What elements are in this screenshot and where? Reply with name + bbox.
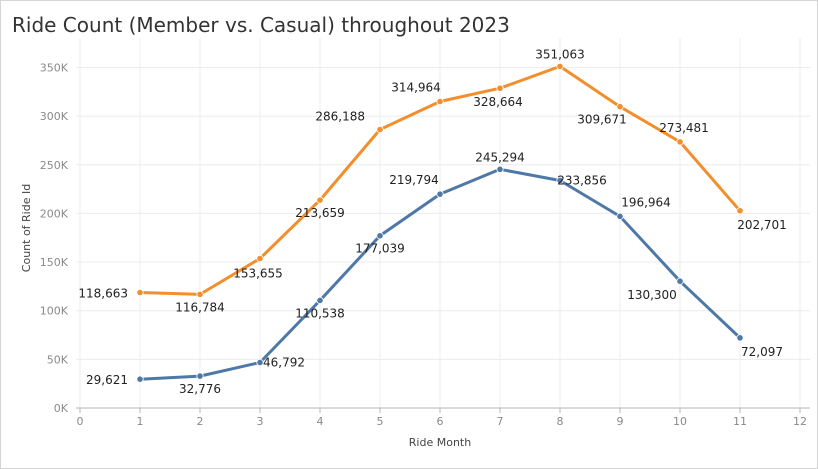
data-point xyxy=(676,277,684,285)
data-labels: 118,663 116,784 153,655 213,659 286,188 314,9… xyxy=(78,47,786,396)
data-label: 118,663 xyxy=(78,287,128,301)
y-tick-label: 0K xyxy=(54,402,69,415)
x-tick-label: 0 xyxy=(77,415,84,428)
y-tick-label: 200K xyxy=(40,207,69,220)
y-tick-label: 300K xyxy=(40,110,69,123)
data-label: 130,300 xyxy=(627,288,677,302)
x-axis-ticks: 0 1 2 3 4 5 6 7 8 9 10 11 12 xyxy=(76,407,810,428)
data-label: 213,659 xyxy=(295,206,345,220)
y-tick-label: 350K xyxy=(40,61,69,74)
data-point xyxy=(316,296,324,305)
data-label: 110,538 xyxy=(295,306,345,320)
x-tick-label: 9 xyxy=(617,415,624,428)
data-label: 273,481 xyxy=(659,121,709,135)
y-tick-label: 250K xyxy=(40,159,69,172)
data-point xyxy=(376,232,384,240)
y-axis-ticks: 0K 50K 100K 150K 200K 250K 300K 350K xyxy=(40,61,69,415)
data-point xyxy=(196,290,204,298)
data-label: 72,097 xyxy=(741,345,783,359)
data-point xyxy=(256,358,264,367)
y-tick-label: 150K xyxy=(40,256,69,269)
data-point xyxy=(436,190,444,198)
y-tick-label: 50K xyxy=(47,353,69,366)
data-point xyxy=(616,212,624,220)
chart-title: Ride Count (Member vs. Casual) throughou… xyxy=(12,13,510,37)
data-label: 32,776 xyxy=(179,382,221,396)
x-tick-label: 6 xyxy=(437,415,444,428)
x-tick-label: 12 xyxy=(793,415,807,428)
data-label: 202,701 xyxy=(737,218,787,232)
data-label: 177,039 xyxy=(355,242,405,256)
data-label: 233,856 xyxy=(557,173,607,187)
data-label: 46,792 xyxy=(263,355,305,369)
data-point xyxy=(496,84,504,92)
data-point xyxy=(316,196,324,204)
data-point xyxy=(136,375,144,383)
data-label: 29,621 xyxy=(86,373,128,387)
data-label: 309,671 xyxy=(577,113,627,127)
data-point xyxy=(616,103,624,111)
data-point xyxy=(676,138,684,146)
x-tick-label: 3 xyxy=(257,415,264,428)
series-lines xyxy=(136,62,744,383)
x-tick-label: 5 xyxy=(377,415,384,428)
data-label: 328,664 xyxy=(473,95,523,109)
data-label: 351,063 xyxy=(535,47,585,61)
x-tick-label: 8 xyxy=(557,415,564,428)
x-tick-label: 7 xyxy=(497,415,504,428)
x-tick-label: 10 xyxy=(673,415,687,428)
x-axis-label: Ride Month xyxy=(409,436,471,449)
y-axis-label: Count of Ride Id xyxy=(20,184,33,272)
data-point xyxy=(736,334,744,342)
data-point xyxy=(196,372,204,380)
gridlines xyxy=(76,38,810,409)
data-point xyxy=(376,125,384,134)
data-point xyxy=(496,165,504,173)
x-tick-label: 11 xyxy=(733,415,747,428)
data-point xyxy=(736,207,744,215)
data-label: 153,655 xyxy=(233,266,283,280)
x-tick-label: 2 xyxy=(197,415,204,428)
data-point xyxy=(256,254,264,263)
data-label: 219,794 xyxy=(389,173,439,187)
data-label: 314,964 xyxy=(391,81,441,95)
x-tick-label: 4 xyxy=(317,415,324,428)
data-point xyxy=(556,62,564,71)
data-point xyxy=(436,97,444,106)
data-label: 286,188 xyxy=(315,110,365,124)
y-tick-label: 100K xyxy=(40,305,69,318)
data-point xyxy=(556,176,564,185)
data-point xyxy=(136,288,144,297)
data-label: 196,964 xyxy=(621,195,671,209)
data-label: 245,294 xyxy=(475,150,525,164)
x-tick-label: 1 xyxy=(137,415,144,428)
data-label: 116,784 xyxy=(175,300,225,314)
